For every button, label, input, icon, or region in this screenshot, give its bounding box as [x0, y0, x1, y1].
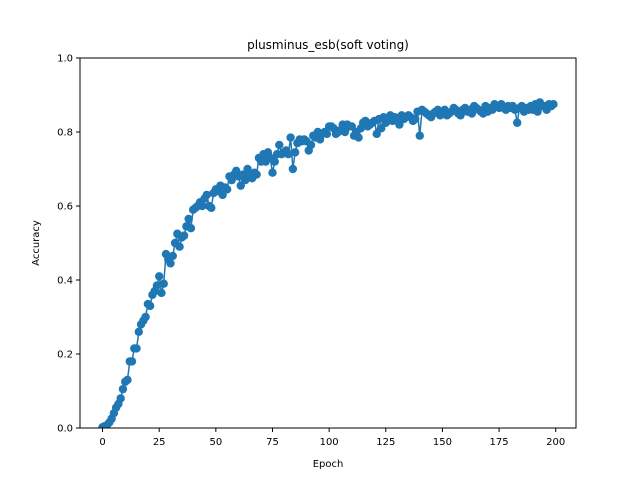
data-point — [141, 312, 150, 322]
x-tick-label: 175 — [490, 437, 509, 448]
data-point — [152, 281, 162, 290]
chart-title: plusminus_esb(soft voting) — [247, 38, 409, 52]
x-tick-label: 75 — [266, 437, 279, 448]
y-tick-label: 0.6 — [57, 202, 73, 213]
x-tick-label: 0 — [99, 437, 105, 448]
data-point — [268, 168, 277, 177]
data-point — [134, 327, 143, 336]
data-point — [145, 301, 155, 311]
data-point — [533, 107, 542, 116]
data-point — [322, 129, 332, 139]
plot-frame — [79, 57, 577, 429]
data-point — [186, 224, 196, 233]
x-tick-label: 200 — [546, 437, 565, 448]
data-point — [354, 133, 363, 142]
series-layer — [98, 98, 558, 428]
data-point — [157, 288, 166, 298]
y-tick-label: 1.0 — [57, 54, 73, 65]
x-axis: 0 25 50 75 100 125 150 175 200 — [99, 428, 565, 448]
series-group — [98, 98, 558, 428]
data-point — [159, 279, 168, 288]
data-point — [467, 109, 477, 118]
x-tick-label: 125 — [376, 437, 395, 448]
data-point — [347, 122, 356, 131]
data-point — [154, 272, 164, 281]
data-point — [549, 100, 558, 109]
y-tick-label: 0.8 — [57, 128, 73, 139]
x-tick-label: 100 — [320, 437, 339, 448]
data-point — [372, 129, 381, 139]
data-point — [243, 164, 252, 174]
data-point — [179, 231, 189, 240]
data-point — [123, 375, 132, 385]
data-point — [377, 124, 386, 133]
data-point — [184, 214, 193, 224]
x-tick-label: 25 — [153, 437, 166, 448]
data-point — [202, 190, 211, 200]
data-point — [116, 394, 125, 403]
x-tick-label: 150 — [433, 437, 452, 448]
data-point — [284, 150, 293, 159]
data-point — [290, 148, 300, 157]
data-point — [513, 118, 522, 127]
data-point — [127, 357, 137, 366]
data-point — [132, 344, 141, 353]
data-point — [286, 133, 295, 142]
data-point — [175, 242, 184, 251]
data-point — [288, 164, 298, 174]
data-point — [275, 140, 284, 150]
y-tick-label: 0.4 — [57, 276, 73, 287]
data-point — [168, 251, 177, 261]
y-tick-label: 0.2 — [57, 350, 73, 361]
data-point — [207, 203, 216, 213]
data-point — [236, 181, 245, 190]
data-point — [395, 120, 404, 129]
y-tick-label: 0.0 — [57, 424, 73, 435]
data-point — [411, 114, 420, 124]
x-axis-label: Epoch — [313, 459, 344, 470]
data-point — [198, 201, 207, 211]
data-point — [340, 127, 350, 137]
data-point — [270, 157, 279, 166]
data-point — [166, 259, 175, 268]
data-point — [415, 131, 424, 140]
y-axis: 0.0 0.2 0.4 0.6 0.8 1.0 — [57, 54, 80, 435]
y-axis-label: Accuracy — [31, 220, 42, 266]
x-tick-label: 50 — [209, 437, 222, 448]
data-point — [306, 140, 316, 150]
data-point — [218, 190, 227, 200]
data-point — [252, 170, 261, 179]
data-point — [118, 384, 128, 394]
data-point — [222, 185, 232, 194]
